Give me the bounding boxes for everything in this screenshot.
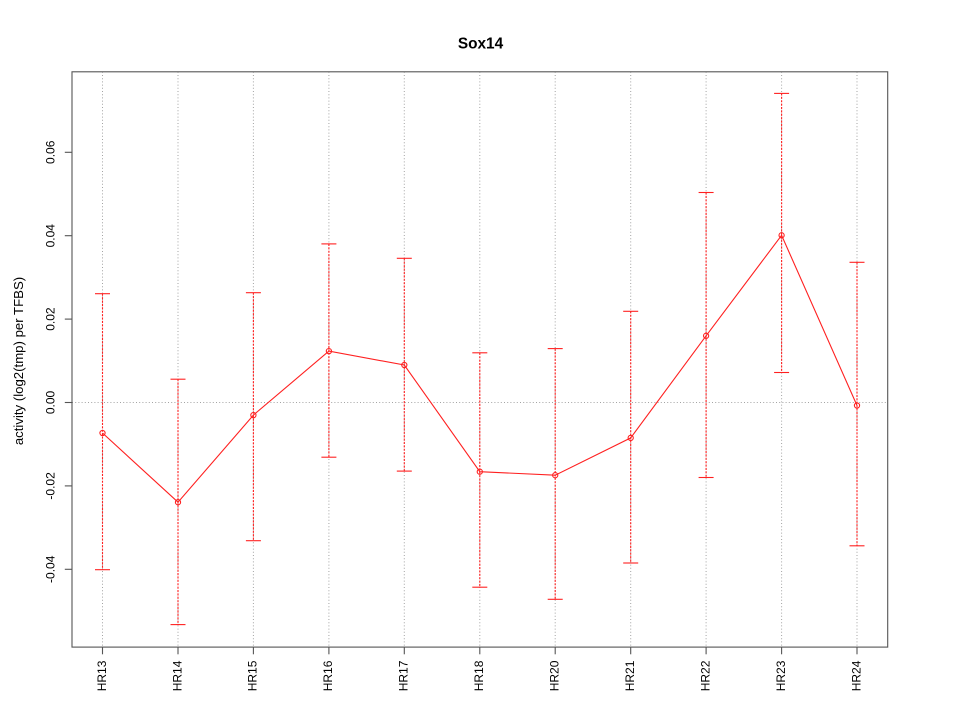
svg-text:0.04: 0.04 xyxy=(44,224,58,248)
svg-text:-0.02: -0.02 xyxy=(44,472,58,500)
svg-text:activity (log2(tmp) per TFBS): activity (log2(tmp) per TFBS) xyxy=(11,277,26,445)
svg-text:HR13: HR13 xyxy=(95,660,109,691)
svg-text:HR22: HR22 xyxy=(698,660,712,691)
svg-text:HR23: HR23 xyxy=(774,660,788,691)
svg-text:HR20: HR20 xyxy=(548,660,562,691)
svg-text:Sox14: Sox14 xyxy=(458,36,504,53)
svg-text:HR24: HR24 xyxy=(849,660,863,691)
svg-text:HR21: HR21 xyxy=(623,660,637,691)
svg-text:0.06: 0.06 xyxy=(44,140,58,164)
svg-text:-0.04: -0.04 xyxy=(44,555,58,583)
svg-text:0.02: 0.02 xyxy=(44,307,58,331)
svg-text:HR15: HR15 xyxy=(246,660,260,691)
svg-text:HR16: HR16 xyxy=(321,660,335,691)
svg-text:0.00: 0.00 xyxy=(44,390,58,414)
svg-text:HR14: HR14 xyxy=(170,660,184,691)
svg-text:HR17: HR17 xyxy=(397,660,411,691)
svg-text:HR18: HR18 xyxy=(472,660,486,691)
